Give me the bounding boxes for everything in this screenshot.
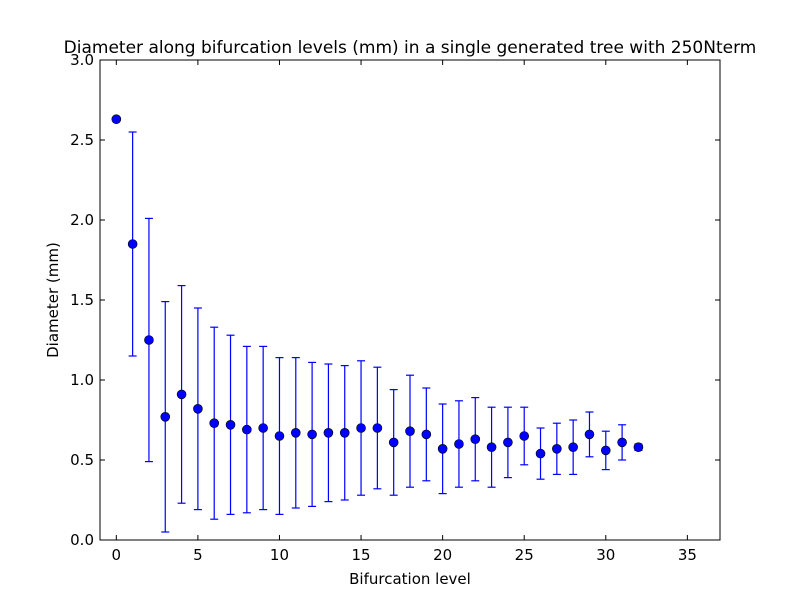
x-tick-label: 0	[112, 546, 122, 564]
data-point	[437, 443, 448, 454]
x-tick-label: 15	[352, 546, 371, 564]
data-point	[193, 403, 203, 414]
data-point	[519, 431, 530, 441]
data-point	[388, 437, 399, 448]
data-point	[600, 445, 611, 456]
x-tick-label: 25	[515, 546, 534, 564]
data-point	[144, 335, 154, 345]
data-point	[176, 389, 187, 400]
data-point	[372, 423, 383, 433]
data-point	[356, 423, 366, 433]
x-tick-label: 5	[193, 546, 203, 564]
y-tick-label: 1.5	[70, 291, 94, 309]
axis-ticks: 0 5 10 15 20 25 30 35 0.0 0.5 1.0 1.5 2.0 2.5 3.0	[70, 51, 720, 564]
data-point	[470, 434, 481, 445]
data-point	[323, 427, 334, 438]
y-tick-label: 0.5	[70, 451, 94, 469]
y-tick-label: 0.0	[70, 531, 94, 549]
y-axis-label: Diameter (mm)	[44, 242, 62, 358]
y-tick-label: 1.0	[70, 371, 94, 389]
data-point	[274, 431, 285, 441]
x-tick-label: 35	[678, 546, 697, 564]
data-point	[258, 423, 268, 433]
data-point	[486, 442, 497, 453]
data-point	[421, 429, 432, 440]
data-point	[535, 448, 546, 459]
x-axis-label: Bifurcation level	[349, 570, 471, 588]
plot-marks	[111, 114, 644, 533]
data-point	[339, 427, 350, 438]
y-tick-label: 3.0	[70, 51, 94, 69]
x-tick-label: 20	[433, 546, 452, 564]
data-point	[225, 419, 236, 430]
data-point	[584, 429, 595, 440]
data-point	[617, 437, 627, 448]
chart-title: Diameter along bifurcation levels (mm) i…	[64, 38, 757, 58]
data-point	[503, 437, 513, 448]
data-point	[209, 418, 220, 429]
data-point	[552, 443, 562, 454]
y-tick-label: 2.0	[70, 211, 94, 229]
data-point	[568, 442, 578, 453]
x-tick-label: 10	[270, 546, 289, 564]
x-tick-label: 30	[596, 546, 615, 564]
data-point	[633, 442, 644, 453]
data-point	[111, 114, 122, 124]
y-tick-label: 2.5	[70, 131, 94, 149]
data-point	[454, 439, 464, 449]
data-point	[405, 426, 415, 437]
data-point	[290, 427, 301, 438]
data-point	[127, 239, 138, 249]
data-point	[160, 411, 171, 422]
data-point	[242, 424, 252, 435]
data-point	[307, 429, 317, 440]
